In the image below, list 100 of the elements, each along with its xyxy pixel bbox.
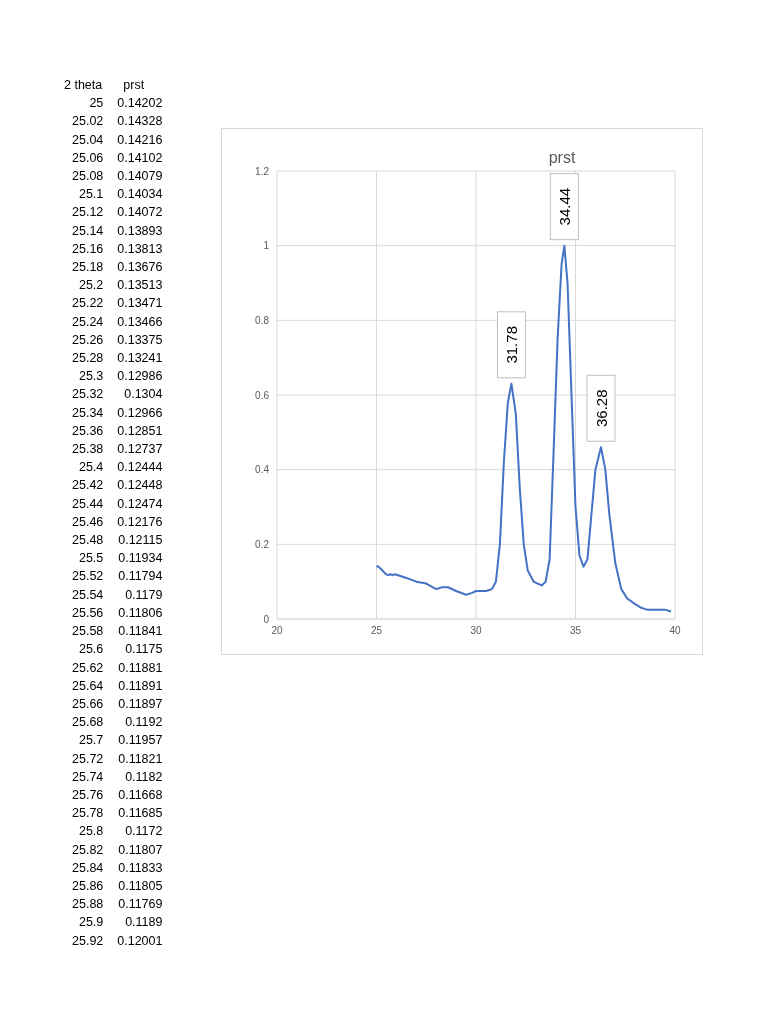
text: 25.04 [71,131,104,149]
text: 25.76 [71,786,104,804]
text: 0.12851 [116,422,163,440]
text: 0.13466 [116,313,163,331]
text: 25.68 [71,714,104,732]
text: 25.24 [71,313,104,331]
text: 0.11668 [117,786,163,804]
text: 0.14102 [116,149,163,167]
text: 0.1182 [124,768,163,786]
text: 0.1179 [124,586,163,604]
text: 0.14202 [116,95,163,113]
text: 25.7 [77,732,104,750]
text: 25.2 [77,277,104,295]
text: 0.1304 [123,386,163,404]
text: 25.88 [71,896,104,914]
y-tick-label: 0.8 [255,314,270,326]
text: 0.13676 [116,259,163,277]
text: 25.18 [71,259,104,277]
text: 25.56 [71,604,104,622]
text: 0.11897 [117,695,163,713]
text: 25.52 [71,568,104,586]
text: 0.12176 [116,513,163,531]
text: 0.11957 [117,732,163,750]
text: 25.06 [71,149,104,167]
text: 25.8 [77,823,104,841]
text: 25.44 [71,495,104,513]
text: 25.34 [71,404,104,422]
text: 25.3 [77,368,104,386]
annotation: 36.28 [592,389,610,428]
y-tick-label: 0.2 [255,538,270,550]
text: 0.1192 [124,714,163,732]
line-series [375,244,673,613]
text: 25.84 [71,859,104,877]
text: 0.11881 [117,659,163,677]
x-tick-label: 35 [569,625,582,637]
text: 25.62 [71,659,104,677]
text: 0.11794 [117,568,163,586]
x-tick-label: 20 [271,625,283,637]
annotation: 31.78 [503,326,521,364]
text: 0.11891 [117,677,163,695]
x-tick-label: 30 [470,625,482,637]
y-tick-label: 0.4 [255,464,270,476]
text: prst [122,77,146,94]
text: 0.12448 [116,477,163,495]
text: 0.1175 [124,641,163,659]
text: 0.13513 [116,277,163,295]
text: 25.4 [77,459,104,477]
text: 0.14216 [116,131,163,149]
chart-title: prst [547,149,577,167]
text: 0.12737 [116,441,163,459]
text: 25.72 [71,750,104,768]
text: 0.12966 [116,404,163,422]
text: 25.1 [77,186,104,204]
y-tick-label: 0 [263,613,270,625]
text: 25.14 [71,222,104,240]
text: 25 [88,95,104,113]
text: 2 theta [64,77,104,94]
text: 25.46 [71,513,104,531]
text: 25.54 [71,586,104,604]
text: 0.13375 [116,331,163,349]
y-tick-label: 0.6 [255,389,270,401]
text: 25.66 [71,695,104,713]
text: 25.5 [77,550,104,568]
text: 25.26 [71,331,104,349]
text: 0.11833 [117,859,163,877]
text: 0.12001 [116,932,163,950]
annotation: 34.44 [556,187,574,226]
text: 25.12 [71,204,104,222]
text: 25.86 [71,877,104,895]
text: 0.14034 [116,186,163,204]
text: 25.78 [71,805,104,823]
text: 0.11806 [117,604,163,622]
text: 0.11685 [117,805,163,823]
text: 0.13893 [116,222,163,240]
text: 25.48 [71,532,104,550]
text: 0.1189 [124,914,163,932]
text: 0.11805 [117,877,163,895]
text: 25.9 [77,914,104,932]
text: 0.11821 [117,750,163,768]
text: 25.64 [71,677,104,695]
y-tick-label: 1.2 [255,165,270,177]
text: 0.13471 [116,295,163,313]
text: 0.11841 [117,623,163,641]
text: 0.13813 [116,240,163,258]
text: 0.12474 [116,495,163,513]
text: 25.58 [71,623,104,641]
text: 0.14328 [116,113,163,131]
text: 25.02 [71,113,104,131]
text: 0.12444 [116,459,163,477]
text: 0.14079 [116,168,163,185]
text: 25.92 [71,932,104,950]
text: 0.14072 [116,204,163,222]
text: 25.6 [77,641,104,659]
text: 0.12115 [117,532,163,550]
text: 0.12986 [116,368,163,386]
text: 25.74 [71,768,104,786]
text: 25.28 [71,350,104,368]
x-tick-label: 40 [669,625,681,637]
text: 25.42 [71,477,104,495]
text: 25.08 [71,168,104,185]
